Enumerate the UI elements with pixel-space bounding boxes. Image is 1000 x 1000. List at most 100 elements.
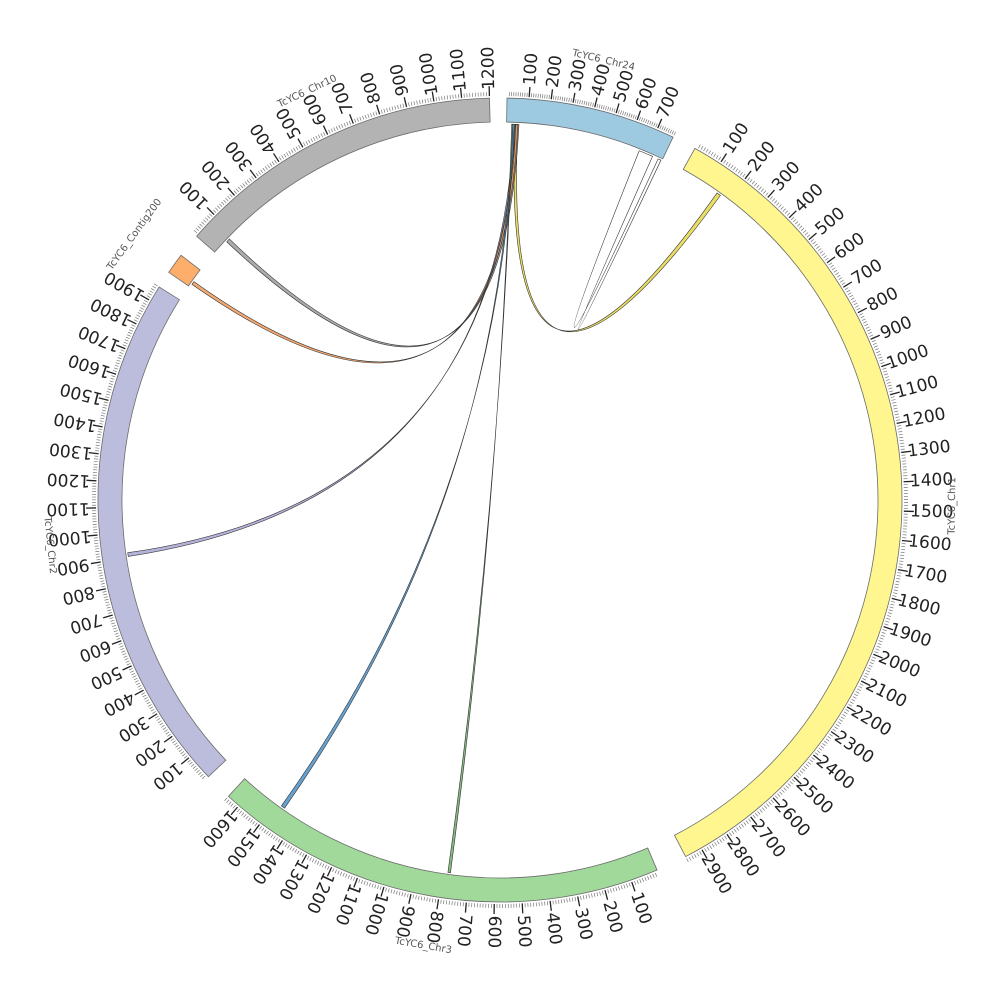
major-tick <box>860 680 871 687</box>
minor-tick <box>413 101 416 106</box>
minor-tick <box>655 123 658 128</box>
tick-label: 100 <box>148 758 186 794</box>
minor-tick <box>103 401 108 404</box>
minor-tick <box>209 213 213 217</box>
minor-tick <box>754 182 758 187</box>
minor-tick <box>187 759 191 763</box>
minor-tick <box>119 645 124 648</box>
minor-tick <box>877 353 882 356</box>
minor-tick <box>337 870 340 875</box>
minor-tick <box>846 289 851 293</box>
major-tick <box>615 103 620 114</box>
minor-tick <box>858 685 863 689</box>
minor-tick <box>569 897 571 902</box>
minor-tick <box>853 302 858 306</box>
minor-tick <box>880 362 885 365</box>
minor-tick <box>124 339 129 342</box>
minor-tick <box>287 844 290 849</box>
major-tick <box>808 232 817 241</box>
minor-tick <box>786 212 791 216</box>
minor-tick <box>638 116 641 121</box>
minor-tick <box>232 805 236 809</box>
minor-tick <box>320 133 323 138</box>
minor-tick <box>99 420 104 422</box>
minor-tick <box>704 848 707 853</box>
tick-label: 500 <box>273 104 306 142</box>
minor-tick <box>379 886 382 891</box>
minor-tick <box>348 120 352 125</box>
minor-tick <box>223 199 227 204</box>
minor-tick <box>630 113 633 118</box>
minor-tick <box>747 177 751 181</box>
minor-tick <box>651 121 654 126</box>
minor-tick <box>402 103 405 108</box>
minor-tick <box>900 442 905 445</box>
minor-tick <box>899 557 904 559</box>
minor-tick <box>833 269 838 273</box>
minor-tick <box>219 203 223 207</box>
minor-tick <box>98 569 103 572</box>
minor-tick <box>324 864 327 869</box>
minor-tick <box>99 577 104 580</box>
minor-tick <box>607 889 610 894</box>
minor-tick <box>601 890 604 895</box>
minor-tick <box>303 142 306 147</box>
minor-tick <box>101 409 107 412</box>
minor-tick <box>647 120 650 125</box>
major-tick <box>249 169 257 179</box>
minor-tick <box>117 357 122 360</box>
tick-label: 200 <box>598 899 626 936</box>
minor-tick <box>180 751 185 755</box>
minor-tick <box>137 312 142 315</box>
minor-tick <box>699 851 702 855</box>
minor-tick <box>770 799 774 803</box>
tick-label: 500 <box>811 203 849 239</box>
minor-tick <box>334 869 338 874</box>
minor-tick <box>716 840 720 845</box>
minor-tick <box>622 111 625 116</box>
minor-tick <box>375 111 378 116</box>
minor-tick <box>155 715 159 719</box>
minor-tick <box>201 221 205 225</box>
minor-tick <box>798 225 803 229</box>
minor-tick <box>173 742 178 746</box>
minor-tick <box>803 765 808 770</box>
minor-tick <box>394 105 397 110</box>
minor-tick <box>756 184 760 189</box>
minor-tick <box>588 894 590 899</box>
tick-label: 800 <box>864 283 902 316</box>
major-tick <box>122 665 132 671</box>
chromosome-label-chr1: TcYC6_Chr1 <box>947 477 959 536</box>
minor-tick <box>318 134 321 139</box>
minor-tick <box>150 708 155 712</box>
major-tick <box>111 640 122 645</box>
minor-tick <box>609 107 612 112</box>
minor-tick <box>418 895 420 900</box>
minor-tick <box>251 176 255 180</box>
minor-tick <box>851 698 856 702</box>
tick-label: 1000 <box>884 341 931 374</box>
minor-tick <box>434 898 437 903</box>
minor-tick <box>894 410 899 413</box>
major-tick <box>252 824 260 833</box>
major-tick <box>87 534 98 537</box>
major-tick <box>230 806 239 816</box>
minor-tick <box>215 207 219 211</box>
minor-tick <box>136 682 140 686</box>
minor-tick <box>659 125 662 130</box>
minor-tick <box>864 672 869 676</box>
minor-tick <box>113 370 118 373</box>
minor-tick <box>848 703 853 707</box>
minor-tick <box>142 694 147 698</box>
tick-label: 1500 <box>910 501 954 522</box>
minor-tick <box>133 677 138 681</box>
minor-tick <box>820 745 825 749</box>
minor-tick <box>421 99 424 104</box>
minor-tick <box>238 186 242 191</box>
minor-tick <box>120 648 125 651</box>
minor-tick <box>742 173 746 178</box>
minor-tick <box>225 197 229 202</box>
minor-tick <box>104 598 109 601</box>
minor-tick <box>817 248 822 252</box>
minor-tick <box>862 678 867 681</box>
